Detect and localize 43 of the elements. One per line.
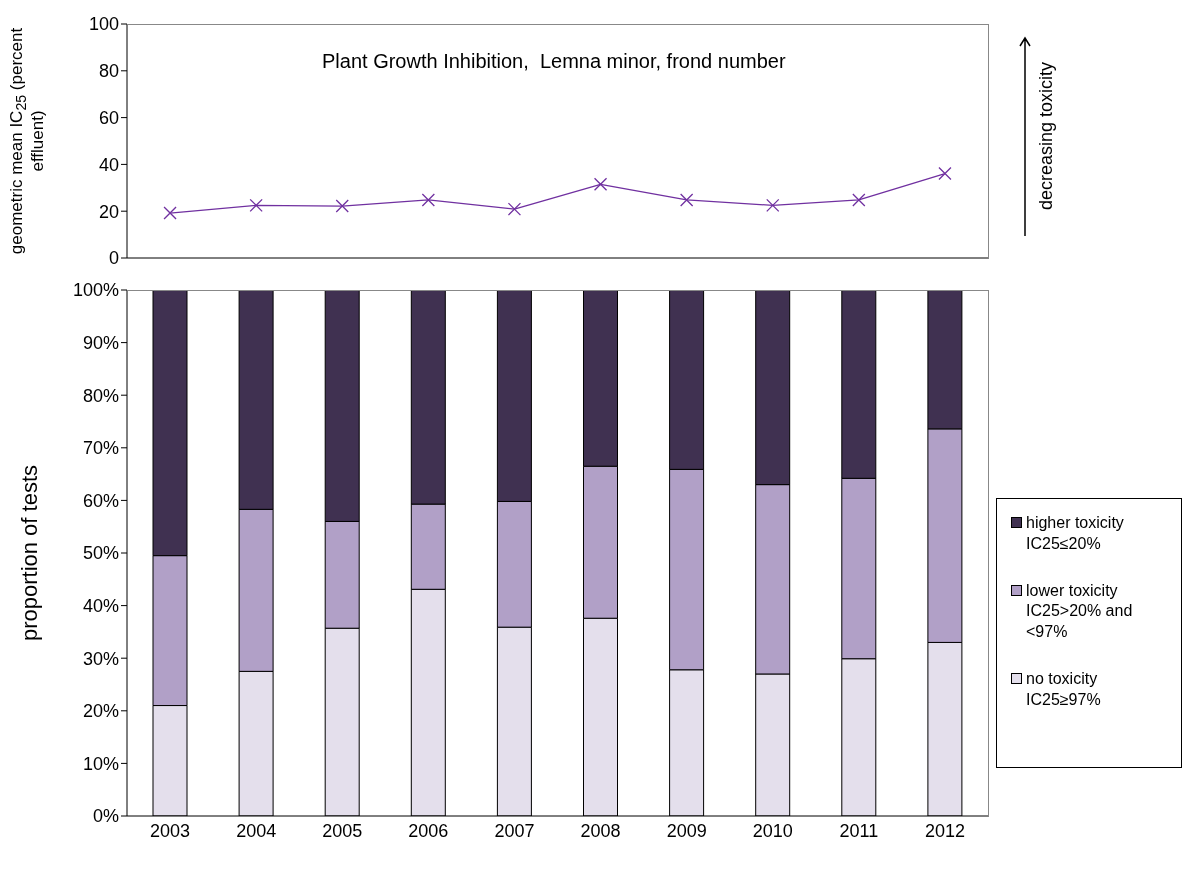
y-tick-label: 70% (82, 438, 119, 459)
x-tick-label: 2005 (322, 820, 363, 841)
point (507, 202, 522, 216)
x-tick-label: 2006 (408, 820, 449, 841)
x-tick-label: 2008 (580, 820, 621, 841)
y-tick-label: 30% (82, 648, 119, 669)
point (163, 206, 177, 220)
x-tick-label: 2010 (752, 820, 793, 841)
legend-label: no toxicity IC25≥97% (1026, 669, 1102, 710)
x-tick-label: 2003 (150, 820, 191, 841)
y-tick-label: 80 (98, 61, 119, 82)
text: Plant Growth Inhibition, Lemna minor, frond number (322, 50, 786, 73)
y-tick-label: 80% (82, 385, 119, 406)
y-tick-label: 40% (82, 595, 119, 616)
point (335, 199, 349, 213)
point (680, 193, 694, 207)
y-tick-label: 100% (72, 280, 119, 301)
text: decreasing toxicity (1036, 60, 1057, 213)
y-tick-label: 100 (88, 14, 119, 35)
x-tick-label: 2009 (666, 820, 707, 841)
y-tick-label: 0 (108, 248, 119, 269)
y-axis-title: proportion of tests (17, 463, 43, 644)
point (249, 198, 263, 212)
point (852, 193, 866, 207)
y-tick-label: 90% (82, 332, 119, 353)
legend-label: lower toxicity IC25>20% and <97% (1026, 580, 1134, 643)
y-tick-label: 60% (82, 490, 119, 511)
x-tick-label: 2011 (839, 820, 879, 841)
y-tick-label: 60 (98, 107, 119, 128)
x-tick-label: 2004 (236, 820, 277, 841)
point (421, 193, 435, 207)
y-tick-label: 10% (82, 753, 119, 774)
y-tick-label: 20 (98, 201, 119, 222)
y-tick-label: 20% (82, 701, 119, 722)
x-tick-label: 2007 (494, 820, 535, 841)
point (938, 166, 952, 181)
legend-label: higher toxicity IC25≤20% (1026, 513, 1125, 554)
x-tick-label: 2012 (924, 820, 965, 841)
y-tick-label: 50% (82, 543, 119, 564)
y-tick-label: 0% (92, 806, 119, 827)
point (766, 198, 780, 212)
point (593, 177, 608, 191)
y-tick-label: 40 (98, 154, 119, 175)
